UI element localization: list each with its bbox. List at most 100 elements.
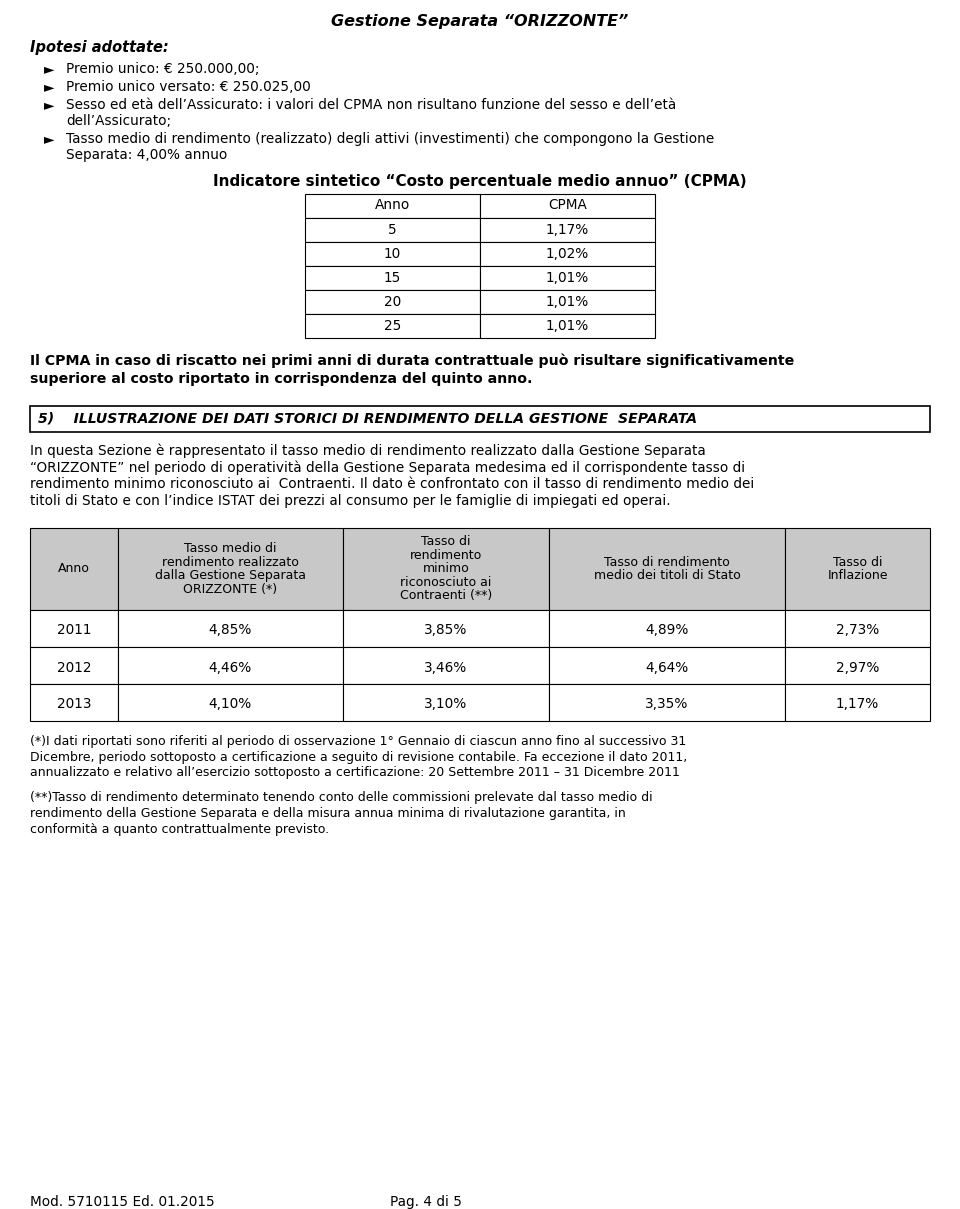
Text: dalla Gestione Separata: dalla Gestione Separata — [155, 569, 306, 582]
Text: Tasso di: Tasso di — [421, 536, 470, 548]
Bar — [30, 611, 118, 647]
Text: Dicembre, periodo sottoposto a certificazione a seguito di revisione contabile. : Dicembre, periodo sottoposto a certifica… — [30, 751, 687, 764]
Text: conformità a quanto contrattualmente previsto.: conformità a quanto contrattualmente pre… — [30, 822, 329, 835]
Bar — [118, 528, 343, 611]
Text: 3,85%: 3,85% — [424, 624, 468, 637]
Text: titoli di Stato e con l’indice ISTAT dei prezzi al consumo per le famiglie di im: titoli di Stato e con l’indice ISTAT dei… — [30, 493, 671, 508]
Text: rendimento della Gestione Separata e della misura annua minima di rivalutazione : rendimento della Gestione Separata e del… — [30, 806, 626, 820]
Bar — [549, 647, 785, 684]
Text: medio dei titoli di Stato: medio dei titoli di Stato — [593, 569, 740, 582]
Text: In questa Sezione è rappresentato il tasso medio di rendimento realizzato dalla : In questa Sezione è rappresentato il tas… — [30, 444, 706, 458]
Text: 4,64%: 4,64% — [645, 660, 688, 675]
Text: rendimento minimo riconosciuto ai  Contraenti. Il dato è confrontato con il tass: rendimento minimo riconosciuto ai Contra… — [30, 478, 755, 491]
Bar — [305, 242, 480, 266]
Bar — [480, 193, 655, 218]
Bar — [305, 193, 480, 218]
Text: ►: ► — [44, 98, 55, 112]
Text: CPMA: CPMA — [548, 198, 587, 212]
Bar — [30, 684, 118, 721]
Text: Premio unico versato: € 250.025,00: Premio unico versato: € 250.025,00 — [66, 80, 311, 94]
Text: Contraenti (**): Contraenti (**) — [400, 589, 492, 602]
Text: Premio unico: € 250.000,00;: Premio unico: € 250.000,00; — [66, 62, 259, 76]
Text: 3,10%: 3,10% — [424, 698, 468, 712]
Text: 2012: 2012 — [57, 660, 91, 675]
Text: ►: ► — [44, 80, 55, 94]
Text: Anno: Anno — [374, 198, 410, 212]
Bar — [305, 290, 480, 314]
Text: 1,17%: 1,17% — [836, 698, 879, 712]
Text: Mod. 5710115 Ed. 01.2015: Mod. 5710115 Ed. 01.2015 — [30, 1194, 215, 1209]
Text: riconosciuto ai: riconosciuto ai — [400, 575, 492, 589]
Bar — [785, 684, 930, 721]
Bar — [480, 290, 655, 314]
Text: Gestione Separata “ORIZZONTE”: Gestione Separata “ORIZZONTE” — [331, 15, 629, 29]
Text: Il CPMA in caso di riscatto nei primi anni di durata contrattuale può risultare : Il CPMA in caso di riscatto nei primi an… — [30, 354, 794, 369]
Text: 25: 25 — [384, 319, 401, 332]
Text: Tasso di: Tasso di — [833, 555, 882, 568]
Text: 10: 10 — [384, 247, 401, 261]
Text: 2,97%: 2,97% — [836, 660, 879, 675]
Text: Pag. 4 di 5: Pag. 4 di 5 — [390, 1194, 462, 1209]
Bar — [343, 528, 549, 611]
Bar — [30, 647, 118, 684]
Text: Indicatore sintetico “Costo percentuale medio annuo” (CPMA): Indicatore sintetico “Costo percentuale … — [213, 174, 747, 189]
Text: 3,35%: 3,35% — [645, 698, 689, 712]
Bar — [305, 266, 480, 290]
Text: 1,01%: 1,01% — [546, 271, 589, 285]
Text: 1,17%: 1,17% — [546, 222, 589, 237]
Bar — [480, 314, 655, 339]
Text: Sesso ed età dell’Assicurato: i valori del CPMA non risultano funzione del sesso: Sesso ed età dell’Assicurato: i valori d… — [66, 98, 676, 112]
Text: ►: ► — [44, 62, 55, 76]
Text: ORIZZONTE (*): ORIZZONTE (*) — [183, 583, 277, 596]
Text: annualizzato e relativo all’esercizio sottoposto a certificazione: 20 Settembre : annualizzato e relativo all’esercizio so… — [30, 767, 680, 779]
Bar — [480, 266, 655, 290]
Text: Tasso medio di: Tasso medio di — [184, 542, 276, 555]
Text: Tasso di rendimento: Tasso di rendimento — [604, 555, 730, 568]
Text: 2013: 2013 — [57, 698, 91, 712]
Text: 2011: 2011 — [57, 624, 91, 637]
Text: Anno: Anno — [58, 562, 90, 575]
Text: 5: 5 — [388, 222, 396, 237]
Bar — [30, 528, 118, 611]
Bar — [118, 684, 343, 721]
Text: (*)I dati riportati sono riferiti al periodo di osservazione 1° Gennaio di ciasc: (*)I dati riportati sono riferiti al per… — [30, 735, 686, 748]
Text: Tasso medio di rendimento (realizzato) degli attivi (investimenti) che compongon: Tasso medio di rendimento (realizzato) d… — [66, 132, 714, 146]
Text: 15: 15 — [384, 271, 401, 285]
Bar — [343, 684, 549, 721]
Bar — [785, 611, 930, 647]
Text: 2,73%: 2,73% — [836, 624, 879, 637]
Bar — [549, 528, 785, 611]
Bar — [480, 218, 655, 242]
Text: 4,85%: 4,85% — [208, 624, 252, 637]
Text: minimo: minimo — [422, 562, 469, 575]
Bar — [118, 611, 343, 647]
Text: 20: 20 — [384, 295, 401, 310]
Bar — [785, 528, 930, 611]
Bar — [30, 406, 930, 432]
Text: 3,46%: 3,46% — [424, 660, 468, 675]
Text: rendimento realizzato: rendimento realizzato — [162, 555, 299, 568]
Text: Separata: 4,00% annuo: Separata: 4,00% annuo — [66, 147, 228, 162]
Text: Ipotesi adottate:: Ipotesi adottate: — [30, 40, 169, 54]
Bar — [343, 647, 549, 684]
Text: “ORIZZONTE” nel periodo di operatività della Gestione Separata medesima ed il co: “ORIZZONTE” nel periodo di operatività d… — [30, 461, 745, 475]
Bar — [305, 218, 480, 242]
Text: superiore al costo riportato in corrispondenza del quinto anno.: superiore al costo riportato in corrispo… — [30, 372, 533, 386]
Bar — [305, 314, 480, 339]
Bar — [118, 647, 343, 684]
Bar — [549, 611, 785, 647]
Bar — [785, 647, 930, 684]
Text: ►: ► — [44, 132, 55, 146]
Text: (**)Tasso di rendimento determinato tenendo conto delle commissioni prelevate da: (**)Tasso di rendimento determinato tene… — [30, 792, 653, 804]
Text: 1,02%: 1,02% — [546, 247, 589, 261]
Text: 4,10%: 4,10% — [208, 698, 252, 712]
Text: 4,46%: 4,46% — [208, 660, 252, 675]
Text: 4,89%: 4,89% — [645, 624, 689, 637]
Text: 1,01%: 1,01% — [546, 319, 589, 332]
Bar — [480, 242, 655, 266]
Text: 5)    ILLUSTRAZIONE DEI DATI STORICI DI RENDIMENTO DELLA GESTIONE  SEPARATA: 5) ILLUSTRAZIONE DEI DATI STORICI DI REN… — [38, 411, 697, 426]
Bar — [549, 684, 785, 721]
Bar — [343, 611, 549, 647]
Text: Inflazione: Inflazione — [828, 569, 888, 582]
Text: rendimento: rendimento — [410, 549, 482, 562]
